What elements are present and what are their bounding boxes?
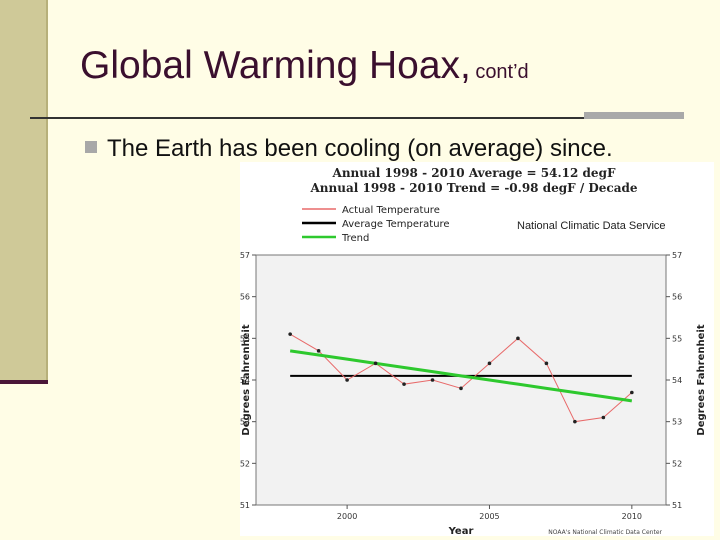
y-tick-label-left: 52 bbox=[240, 459, 250, 468]
trend-line bbox=[289, 349, 633, 403]
chart-title: Annual 1998 - 2010 Average = 54.12 degF bbox=[332, 166, 616, 180]
chart-svg: Annual 1998 - 2010 Average = 54.12 degF … bbox=[240, 166, 707, 536]
y-tick-label-right: 55 bbox=[672, 334, 682, 343]
actual-temperature-point bbox=[544, 361, 549, 366]
slide-title-sub: cont’d bbox=[475, 61, 529, 83]
y-tick-label-left: 53 bbox=[240, 418, 250, 427]
actual-temperature-point bbox=[316, 349, 321, 353]
y-tick-label-right: 56 bbox=[672, 293, 682, 302]
y-axis-label-left: Degrees Fahrenheit bbox=[241, 324, 252, 435]
y-tick-label-right: 53 bbox=[672, 418, 682, 427]
actual-temperature-point bbox=[516, 336, 520, 341]
x-tick-label: 2010 bbox=[622, 512, 642, 521]
actual-temperature-point bbox=[630, 390, 634, 395]
y-tick-label-right: 54 bbox=[672, 376, 682, 385]
side-bar-edge bbox=[46, 0, 48, 383]
bullet-marker-icon bbox=[85, 141, 97, 153]
temperature-chart: Annual 1998 - 2010 Average = 54.12 degF … bbox=[240, 162, 714, 536]
side-bar bbox=[0, 0, 46, 383]
actual-temperature-point bbox=[601, 415, 606, 420]
chart-legend: Actual Temperature Average Temperature Tre… bbox=[302, 205, 450, 244]
y-tick-label-left: 56 bbox=[240, 293, 250, 302]
y-tick-label-right: 57 bbox=[672, 251, 682, 260]
chart-series bbox=[288, 332, 634, 424]
y-tick-label-left: 57 bbox=[240, 251, 250, 260]
actual-temperature-point bbox=[430, 378, 435, 382]
slide-title: Global Warming Hoax, cont’d bbox=[80, 44, 529, 88]
x-axis-label: Year bbox=[448, 526, 474, 536]
plot-area bbox=[255, 254, 667, 506]
y-tick-label-left: 54 bbox=[240, 376, 250, 385]
actual-temperature-point bbox=[402, 382, 406, 386]
x-tick-label: 2005 bbox=[479, 512, 499, 521]
legend-label: Average Temperature bbox=[342, 219, 450, 230]
actual-temperature-point bbox=[459, 386, 463, 391]
legend-label: Trend bbox=[341, 233, 369, 244]
actual-temperature-point bbox=[345, 378, 349, 382]
actual-temperature-point bbox=[288, 332, 292, 336]
y-tick-label-right: 51 bbox=[672, 501, 682, 510]
title-rule-accent bbox=[584, 112, 684, 119]
y-tick-label-right: 52 bbox=[672, 459, 682, 468]
chart-axes: 51 51 52 52 53 53 54 54 55 55 56 56 57 57 2000 2005 2010 bbox=[240, 251, 682, 521]
actual-temperature-point bbox=[573, 419, 577, 424]
slide-title-main: Global Warming Hoax, bbox=[80, 44, 471, 87]
y-axis-label-right: Degrees Fahrenheit bbox=[696, 324, 707, 435]
chart-footer: NOAA's National Climatic Data Center bbox=[548, 529, 662, 536]
bullet-text: The Earth has been cooling (on average) … bbox=[107, 135, 613, 162]
legend-label: Actual Temperature bbox=[342, 205, 440, 216]
y-tick-label-left: 55 bbox=[240, 334, 250, 343]
source-label: National Climatic Data Service bbox=[517, 220, 666, 232]
y-tick-label-left: 51 bbox=[240, 501, 250, 510]
actual-temperature-point bbox=[487, 361, 492, 366]
actual-temperature-point bbox=[373, 361, 378, 366]
chart-subtitle: Annual 1998 - 2010 Trend = -0.98 degF / … bbox=[309, 181, 637, 195]
side-bar-accent bbox=[0, 380, 48, 384]
title-rule bbox=[30, 117, 684, 119]
x-tick-label: 2000 bbox=[337, 512, 357, 521]
